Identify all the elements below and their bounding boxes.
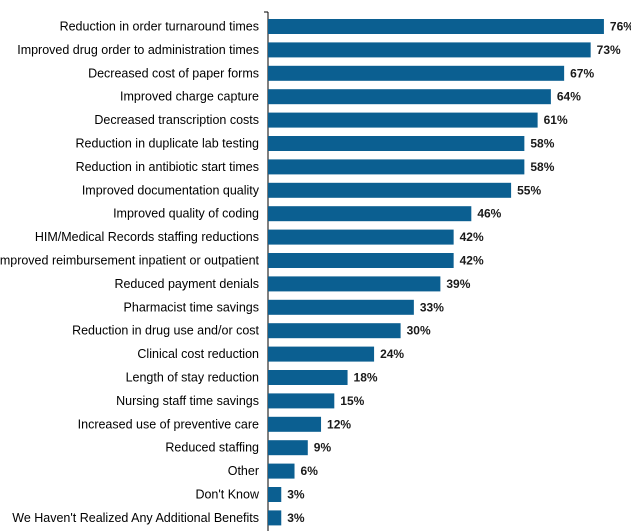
category-label: Pharmacist time savings xyxy=(124,300,259,314)
value-label: 61% xyxy=(544,113,568,127)
category-label: HIM/Medical Records staffing reductions xyxy=(35,230,259,244)
category-label: Length of stay reduction xyxy=(126,371,259,385)
category-label: Clinical cost reduction xyxy=(137,347,259,361)
value-label: 6% xyxy=(301,464,319,478)
bar xyxy=(268,229,454,245)
bar xyxy=(268,323,401,339)
category-label: Improved reimbursement inpatient or outp… xyxy=(0,254,260,268)
category-label: Reduction in duplicate lab testing xyxy=(76,137,260,151)
value-label: 12% xyxy=(327,417,351,431)
category-label: Reduction in drug use and/or cost xyxy=(72,324,259,338)
category-label: Reduced staffing xyxy=(165,441,259,455)
bar xyxy=(268,136,525,151)
value-label: 76% xyxy=(610,20,631,34)
category-axis xyxy=(264,11,269,531)
category-label: Reduced payment denials xyxy=(114,277,259,291)
bar xyxy=(268,370,348,385)
value-label: 24% xyxy=(380,347,404,361)
value-label: 15% xyxy=(340,394,364,408)
category-label: Decreased cost of paper forms xyxy=(88,66,259,80)
bar xyxy=(268,42,591,58)
bar xyxy=(268,112,538,128)
category-label: Improved charge capture xyxy=(120,90,259,104)
bar xyxy=(268,487,282,502)
value-label: 42% xyxy=(460,230,484,244)
value-label: 55% xyxy=(517,183,541,197)
category-label: Other xyxy=(228,464,259,478)
bar xyxy=(268,65,565,81)
bar xyxy=(268,393,335,409)
bar xyxy=(268,463,295,479)
bar xyxy=(268,440,308,456)
value-label: 58% xyxy=(530,160,554,174)
category-label: Improved documentation quality xyxy=(82,183,260,197)
bar xyxy=(268,206,472,222)
value-label: 46% xyxy=(477,207,501,221)
category-label: Don't Know xyxy=(195,488,260,502)
bars xyxy=(268,19,604,526)
value-label: 39% xyxy=(446,277,470,291)
value-label: 67% xyxy=(570,66,594,80)
bar xyxy=(268,19,604,34)
value-label: 73% xyxy=(597,43,621,57)
bar xyxy=(268,346,375,362)
bar xyxy=(268,299,414,315)
value-label: 30% xyxy=(407,324,431,338)
bar xyxy=(268,253,454,268)
category-label: Nursing staff time savings xyxy=(116,394,259,408)
value-labels: 76% 73%67% 64% 61% 58% 58% 55% 46% 42% 42% 39%33% 3… xyxy=(287,20,631,525)
bar xyxy=(268,510,282,526)
category-labels: Reduction in order turnaround times Impro… xyxy=(0,20,260,525)
bar xyxy=(268,182,512,198)
value-label: 64% xyxy=(557,90,581,104)
value-label: 33% xyxy=(420,300,444,314)
category-label: Improved quality of coding xyxy=(113,207,259,221)
bar xyxy=(268,89,551,105)
category-label: Reduction in antibiotic start times xyxy=(76,160,259,174)
value-label: 58% xyxy=(530,137,554,151)
category-label: We Haven't Realized Any Additional Benef… xyxy=(12,511,259,525)
category-label: Decreased transcription costs xyxy=(94,113,259,127)
bar xyxy=(268,276,441,292)
bar xyxy=(268,159,525,175)
value-label: 18% xyxy=(354,371,378,385)
bar xyxy=(268,416,322,432)
value-label: 9% xyxy=(314,441,332,455)
value-label: 42% xyxy=(460,254,484,268)
value-label: 3% xyxy=(287,488,305,502)
category-label: Increased use of preventive care xyxy=(78,417,259,431)
category-label: Reduction in order turnaround times xyxy=(60,20,259,34)
value-label: 3% xyxy=(287,511,305,525)
category-label: Improved drug order to administration ti… xyxy=(17,43,259,57)
